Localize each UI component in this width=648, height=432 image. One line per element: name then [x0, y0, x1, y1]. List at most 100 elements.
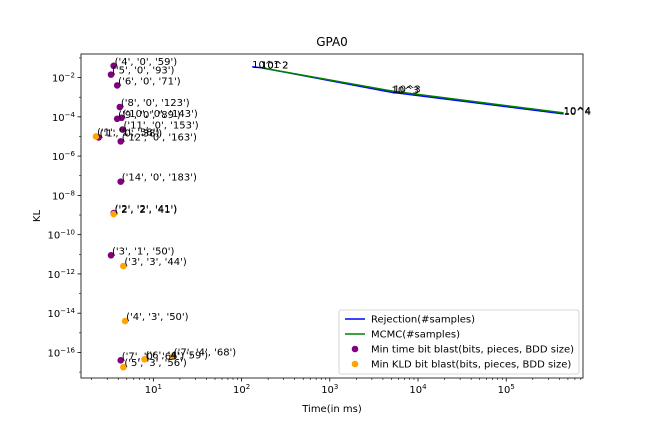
- series-line-1: [260, 66, 564, 114]
- y-tick-exponent: −14: [60, 307, 75, 315]
- y-tick-base: 10: [47, 348, 60, 359]
- line-point-label: 10^4: [564, 107, 591, 118]
- scatter-point-label: ('6', '0', '71'): [118, 76, 181, 87]
- scatter-point: [119, 126, 126, 133]
- scatter-point: [107, 71, 115, 78]
- y-tick-label: 10−2: [52, 72, 75, 85]
- scatter-point: [117, 178, 125, 185]
- y-tick-label: 10−16: [47, 346, 75, 359]
- scatter-point-label: ('1', '1', '38'): [97, 127, 160, 138]
- legend-label: Rejection(#samples): [371, 315, 475, 326]
- line-point-label: 10^2: [261, 61, 288, 72]
- scatter-point-label: ('5', '0', '93'): [112, 66, 175, 77]
- y-tick-base: 10: [52, 74, 65, 85]
- y-tick-base: 10: [47, 231, 60, 242]
- series-lines: [252, 66, 564, 115]
- scatter-point-label: ('7', '0', '65'): [122, 351, 185, 362]
- scatter-point: [113, 82, 121, 89]
- x-tick-exponent: 2: [246, 383, 250, 391]
- legend-label: Min time bit blast(bits, pieces, BDD siz…: [371, 345, 574, 356]
- x-tick-base: 10: [321, 385, 334, 396]
- y-tick-label: 10−6: [52, 150, 76, 163]
- scatter-point: [110, 210, 117, 218]
- scatter-point-label: ('3', '1', '50'): [112, 246, 175, 257]
- point-annotations: 10^110^210^310^410^210^310^4('4', '0', '…: [97, 57, 591, 369]
- scatter-point: [92, 133, 100, 140]
- x-tick-exponent: 1: [157, 383, 161, 391]
- x-tick-base: 10: [409, 385, 422, 396]
- scatter-point: [107, 251, 115, 259]
- legend: Rejection(#samples) MCMC(#samples) Min tim…: [338, 309, 580, 375]
- x-tick-exponent: 4: [422, 383, 427, 391]
- legend-label: MCMC(#samples): [371, 330, 460, 341]
- scatter-point: [120, 363, 127, 371]
- x-tick-label: 105: [498, 383, 515, 396]
- scatter-point-label: ('1', '0', '38'): [100, 128, 163, 139]
- scatter-point-label: ('10', '0', '143'): [123, 109, 198, 120]
- x-tick-label: 102: [233, 383, 250, 396]
- line-point-label: 10^3: [392, 85, 419, 96]
- scatter-point-label: ('4', '3', '50'): [126, 312, 189, 323]
- x-tick-base: 10: [233, 385, 246, 396]
- y-tick-exponent: −4: [65, 111, 76, 119]
- scatter-point: [169, 353, 177, 360]
- scatter-point-label: ('2', '2', '41'): [115, 204, 178, 215]
- scatter-point-label: ('5', '3', '56'): [124, 358, 187, 369]
- legend-marker-swatch: [351, 360, 359, 368]
- axis-ticks: 101 102 103 104 10510−210−410−610−810−1010−1…: [47, 57, 582, 396]
- y-tick-exponent: −6: [65, 150, 76, 158]
- x-tick-exponent: 3: [334, 383, 338, 391]
- scatter-point-label: ('3', '3', '44'): [124, 257, 187, 268]
- y-tick-base: 10: [47, 309, 60, 320]
- chart-title: GPA0: [316, 35, 348, 49]
- legend-label: Min KLD bit blast(bits, pieces, BDD size…: [371, 360, 571, 371]
- y-tick-base: 10: [52, 152, 65, 163]
- y-tick-label: 10−8: [52, 189, 75, 202]
- y-tick-label: 10−14: [47, 307, 75, 320]
- y-tick-exponent: −12: [60, 268, 75, 276]
- legend-marker-swatch: [351, 345, 359, 353]
- plot-area: [80, 53, 584, 379]
- scatter-points: [92, 62, 177, 371]
- y-tick-label: 10−12: [47, 268, 75, 281]
- scatter-point: [110, 62, 117, 70]
- y-tick-exponent: −10: [60, 229, 75, 237]
- scatter-point-label: ('11', '0', '153'): [123, 121, 198, 132]
- legend-box: [338, 309, 580, 375]
- scatter-point-label: ('14', '0', '183'): [122, 173, 197, 184]
- scatter-point: [141, 356, 148, 363]
- y-tick-label: 10−10: [47, 229, 75, 242]
- scatter-point-label: ('7', '4', '68'): [174, 347, 237, 358]
- scatter-point-label: ('6', '4', '59'): [146, 350, 209, 361]
- scatter-point-label: ('8', '0', '123'): [121, 98, 190, 109]
- scatter-point: [121, 317, 129, 325]
- scatter-point-label: ('4', '0', '59'): [115, 57, 178, 68]
- x-tick-label: 101: [145, 383, 162, 396]
- y-tick-exponent: −8: [65, 189, 75, 197]
- x-tick-label: 103: [321, 383, 338, 396]
- y-tick-base: 10: [47, 270, 60, 281]
- scatter-point: [118, 114, 125, 122]
- line-point-label: 10^4: [564, 106, 591, 117]
- y-tick-base: 10: [52, 191, 65, 202]
- y-tick-base: 10: [52, 113, 65, 124]
- y-tick-exponent: −2: [65, 72, 75, 80]
- y-tick-exponent: −16: [60, 346, 75, 354]
- x-tick-label: 104: [409, 383, 427, 396]
- y-axis-title: KL: [32, 210, 43, 223]
- x-tick-base: 10: [498, 385, 511, 396]
- line-point-label: 10^2: [261, 61, 288, 72]
- scatter-point: [117, 138, 125, 145]
- x-tick-exponent: 5: [510, 383, 514, 391]
- y-tick-label: 10−4: [52, 111, 76, 124]
- line-point-label: 10^3: [393, 84, 420, 95]
- x-tick-base: 10: [145, 385, 158, 396]
- scatter-point-label: ('12', '0', '163'): [122, 132, 197, 143]
- scatter-point: [116, 103, 124, 111]
- scatter-point-label: ('9', '0', '89'): [118, 110, 181, 121]
- scatter-point-label: ('2', '2', '41'): [115, 205, 178, 216]
- x-axis-title: Time(in ms): [301, 404, 362, 415]
- line-point-label: 10^1: [252, 60, 279, 71]
- scatter-point: [120, 262, 127, 270]
